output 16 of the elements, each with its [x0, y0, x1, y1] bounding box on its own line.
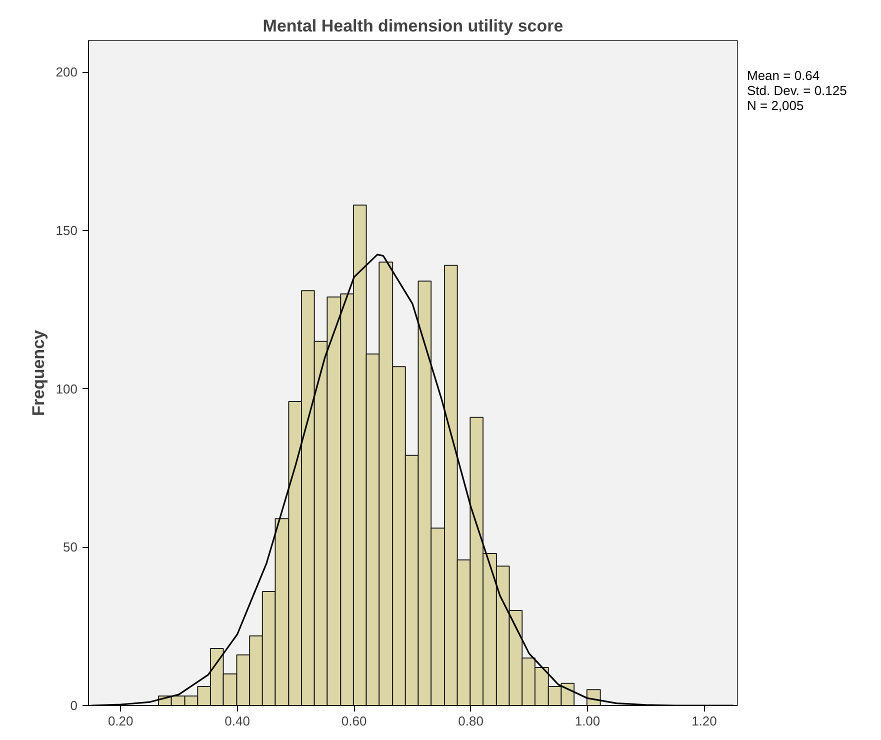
x-tick-label: 0.60	[341, 714, 367, 728]
y-tick-label: 50	[63, 540, 78, 555]
text: N = 2,005	[747, 98, 804, 113]
text: Std. Dev. = 0.125	[747, 83, 847, 98]
x-tick-label: 0.20	[108, 714, 134, 728]
x-tick-label: 1.00	[574, 714, 600, 728]
x-tick-label: 1.20	[692, 714, 717, 728]
y-axis-title: Frequency	[28, 329, 48, 416]
chart-title: Mental Health dimension utility score	[262, 16, 564, 36]
x-tick-label: 0.40	[224, 714, 250, 728]
y-tick-label: 100	[56, 381, 78, 396]
x-tick-label: 0.80	[458, 714, 484, 728]
y-tick-label: 150	[56, 223, 78, 238]
text: Mean = 0.64	[747, 68, 820, 83]
y-tick-label: 200	[56, 64, 78, 80]
y-tick-label: 0	[70, 698, 78, 713]
